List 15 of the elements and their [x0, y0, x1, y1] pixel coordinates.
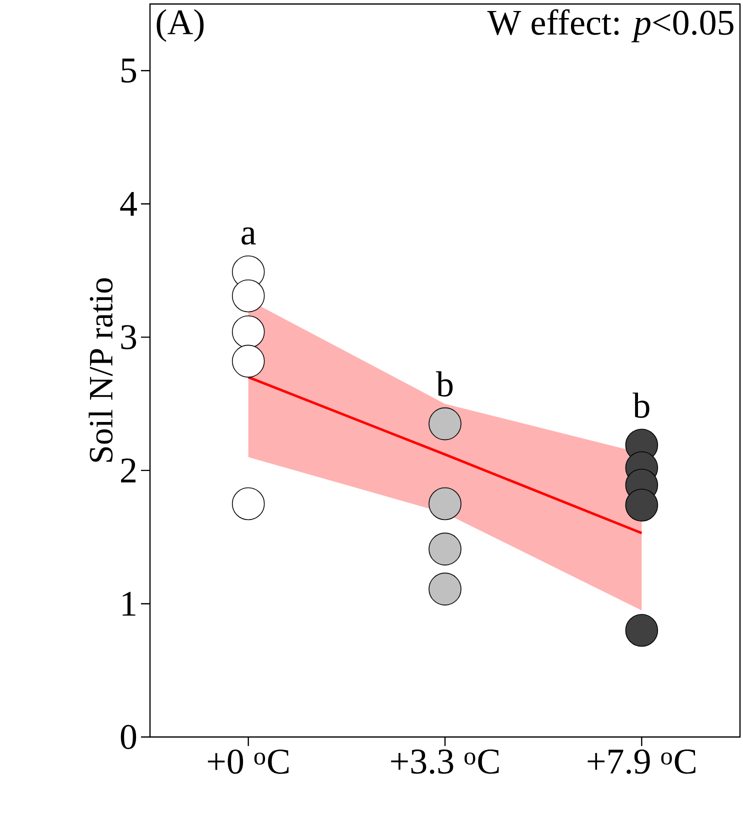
y-tick-label: 3 — [121, 325, 136, 350]
annotation: b — [436, 371, 453, 397]
x-tick-label: +7.9 $^{o}$C — [588, 750, 696, 774]
y-tick-label: 2 — [121, 458, 136, 482]
annotation: b — [632, 392, 650, 418]
annotation: W effect: p<0.05 — [487, 9, 734, 42]
y-tick-label: 4 — [120, 192, 137, 216]
x-tick-label: +3.3 $^{o}$C — [391, 750, 499, 774]
y-tick-label: 0 — [120, 724, 136, 750]
annotation: (A) — [156, 9, 204, 42]
y-axis-title: Soil N/P ratio — [88, 278, 113, 462]
x-tick-label: +0 $^{o}$C — [208, 750, 289, 774]
y-tick-label: 1 — [122, 592, 136, 616]
annotation: a — [242, 227, 256, 245]
y-tick-label: 5 — [122, 58, 136, 83]
